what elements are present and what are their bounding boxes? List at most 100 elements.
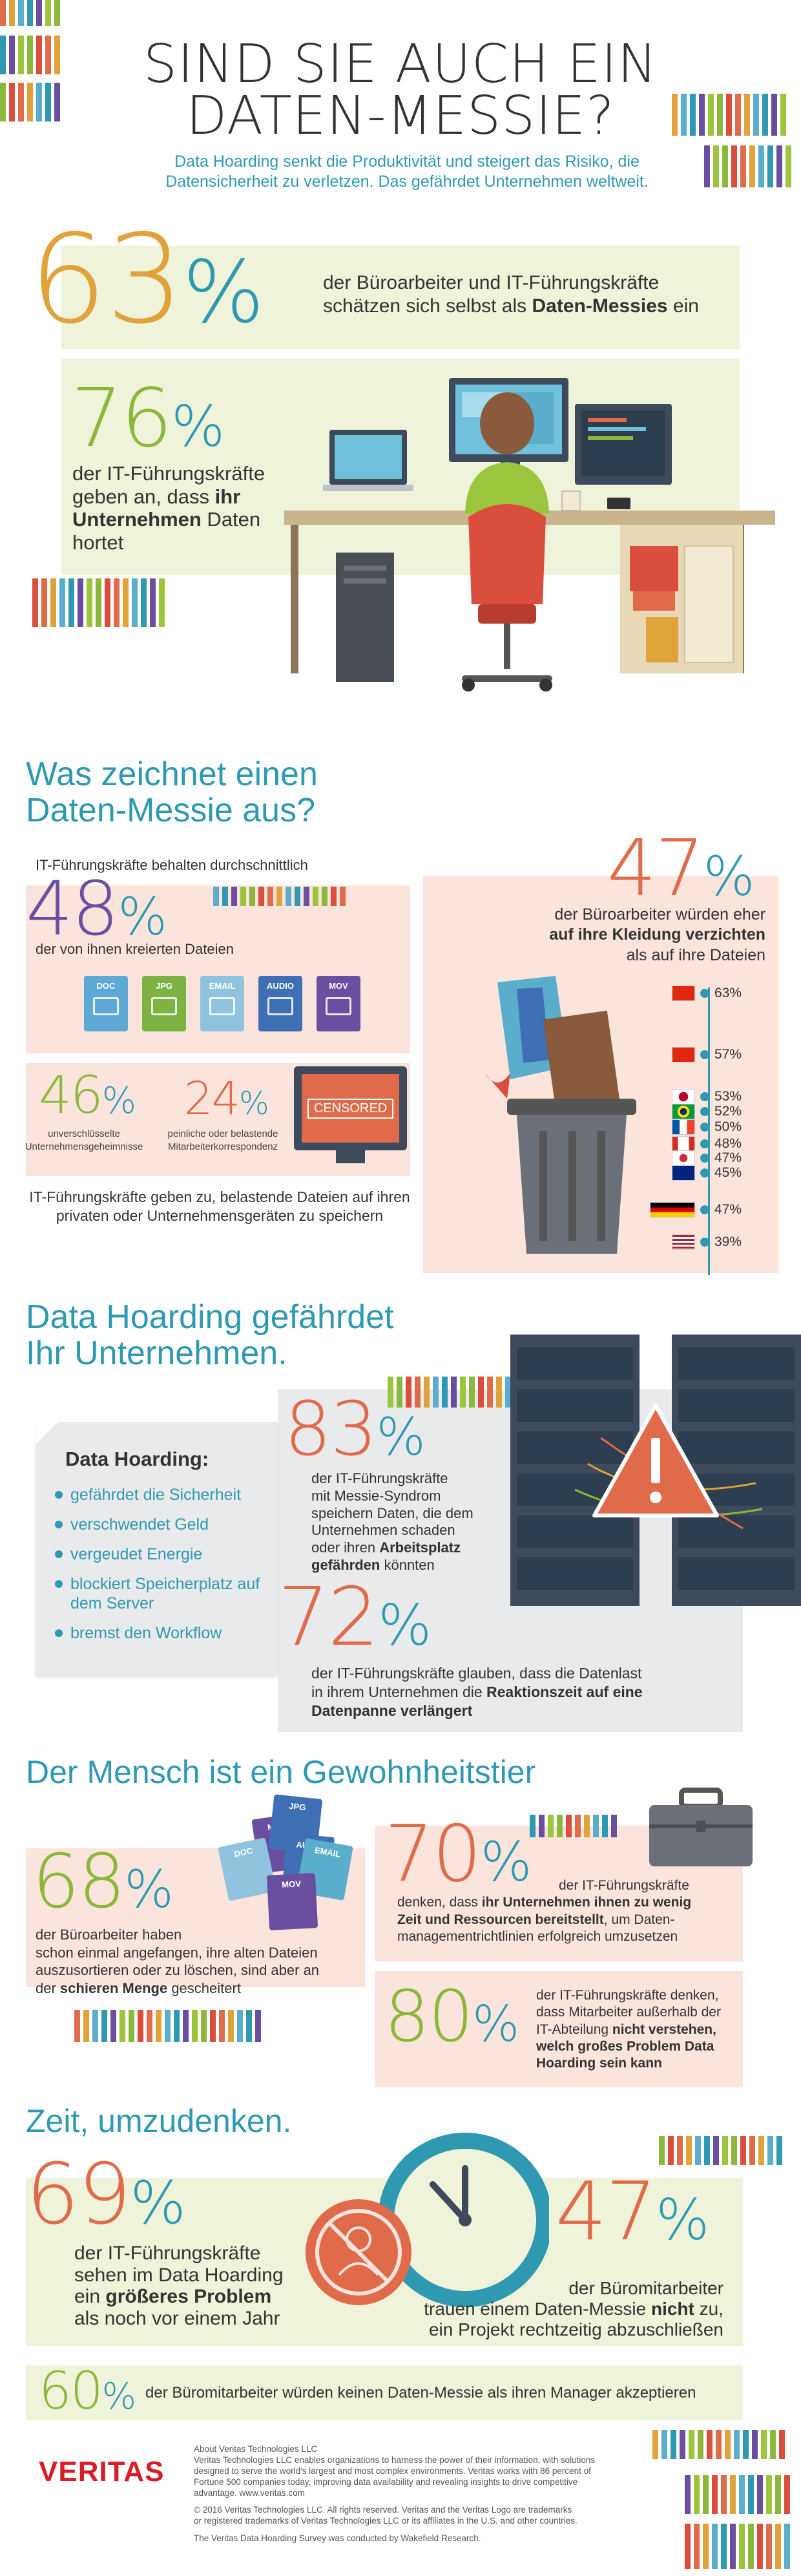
- file-icon-glyph: [267, 997, 293, 1015]
- stat-46-number: 46%: [39, 1070, 136, 1121]
- stat-47-line-2-bold: auf ihre Kleidung verzichten: [549, 925, 765, 944]
- stripe: [68, 578, 74, 627]
- stat-70-line-3-post: , um Daten-: [603, 1912, 675, 1927]
- stripes-top-left-3: [0, 83, 71, 121]
- file-icon-label: AUDIO: [267, 981, 294, 991]
- stat-83-line-5-bold: Arbeitsplatz: [379, 1539, 461, 1556]
- stripe: [415, 1377, 421, 1408]
- stripe: [767, 2136, 773, 2165]
- stripe: [156, 2010, 161, 2042]
- country-row-korea: 47%: [672, 1150, 742, 1166]
- stripe: [0, 83, 6, 121]
- country-dot: [700, 1205, 709, 1214]
- country-value: 52%: [714, 1104, 742, 1119]
- stripe: [45, 83, 51, 121]
- stripe: [246, 2010, 252, 2042]
- section-3-title: Der Mensch ist ein Gewohnheitstier: [26, 1754, 536, 1790]
- country-dot: [700, 1238, 709, 1247]
- page-title: SIND SIE AUCH EIN DATEN-MESSIE?: [97, 34, 704, 143]
- stripes-top-right-2: [704, 145, 798, 187]
- stat-70-line-1: der IT-Führungskräfte: [559, 1878, 689, 1893]
- flag-china-icon: [672, 1047, 695, 1062]
- country-row-brazil: 52%: [672, 1104, 742, 1119]
- stat-69-line-4: als noch vor einem Jahr: [74, 2307, 280, 2329]
- bullet-item: gefährdet die Sicherheit: [55, 1485, 261, 1504]
- stripe: [671, 2430, 676, 2459]
- stripe: [18, 36, 24, 74]
- country-value: 39%: [714, 1234, 742, 1249]
- stripe: [686, 2136, 692, 2165]
- stripe: [442, 1377, 448, 1408]
- copyright-line-1: © 2016 Veritas Technologies LLC. All rig…: [194, 2505, 572, 2515]
- stripe: [721, 2475, 727, 2514]
- stripe: [730, 2475, 736, 2514]
- stat-47-pct: %: [703, 845, 755, 908]
- section-1-title: Was zeichnet einen Daten-Messie aus?: [26, 756, 318, 829]
- stripe: [708, 94, 714, 136]
- band-63: [61, 246, 740, 349]
- bullet-text: gefährdet die Sicherheit: [70, 1486, 242, 1504]
- stripe: [566, 1815, 572, 1837]
- stripe: [748, 2475, 754, 2514]
- stat-70-line-3: Zeit und Ressourcen bereitstellt, um Dat…: [391, 1912, 740, 1928]
- country-row-australia: 45%: [672, 1165, 742, 1181]
- stripes-footer-right-2: [685, 2475, 795, 2514]
- stripe: [753, 94, 759, 136]
- stripe: [469, 1377, 475, 1408]
- bullet-text: bremst den Workflow: [70, 1624, 222, 1642]
- country-row-japan: 53%: [672, 1089, 742, 1104]
- stripe: [749, 145, 755, 187]
- stripe: [725, 2430, 731, 2459]
- briefcase-icon: [649, 1788, 753, 1866]
- stat-83-line-5-pre: oder ihren: [311, 1539, 380, 1556]
- bullet-dot-icon: [55, 1550, 63, 1558]
- stack-file-label: DOC: [233, 1845, 254, 1859]
- stat-48-intro: IT-Führungskräfte behalten durchschnittl…: [36, 857, 308, 873]
- stripe: [433, 1377, 439, 1408]
- stripe: [721, 2524, 727, 2569]
- stripe: [114, 578, 120, 627]
- stripe: [689, 2430, 694, 2459]
- stat-60-value: 60: [39, 2361, 103, 2421]
- title-line-1: SIND SIE AUCH EIN: [143, 34, 658, 95]
- stat-63-pct: %: [182, 243, 264, 343]
- stripe: [548, 1815, 554, 1837]
- stripe: [201, 2010, 207, 2042]
- stat-47b-line-2-post: zu,: [694, 2299, 723, 2319]
- stripe: [557, 1815, 563, 1837]
- stripe: [704, 2136, 710, 2165]
- stripe: [87, 578, 92, 627]
- stripes-top-left: [0, 0, 71, 26]
- stripe: [713, 2136, 719, 2165]
- stripe: [698, 2430, 703, 2459]
- server-rack-warning-illustration: [510, 1335, 801, 1606]
- stat-69-line-1: der IT-Führungskräfte: [74, 2243, 261, 2264]
- country-dot: [700, 1139, 709, 1148]
- stripe: [304, 887, 309, 906]
- stripe: [36, 36, 42, 74]
- stripe: [45, 36, 51, 74]
- stripe: [147, 2010, 152, 2042]
- stripe: [785, 145, 791, 187]
- stat-47b-line-2-bold: nicht: [650, 2299, 694, 2319]
- stripes-69: [659, 2136, 788, 2165]
- stat-83-value: 83: [284, 1386, 377, 1473]
- flag-brazil-icon: [672, 1104, 695, 1119]
- stripe: [652, 2430, 658, 2459]
- section-4-title: Zeit, umzudenken.: [26, 2103, 292, 2139]
- stack-file-label: JPG: [288, 1800, 307, 1813]
- stripes-footer-right-3: [685, 2524, 795, 2569]
- stripe: [659, 2136, 665, 2165]
- stripe: [712, 2475, 718, 2514]
- stat-24-text: peinliche oder belastende Mitarbeiterkor…: [158, 1128, 287, 1153]
- stripes-48: [213, 887, 349, 906]
- survey-note: The Veritas Data Hoarding Survey was con…: [194, 2533, 481, 2544]
- stripe: [45, 0, 51, 26]
- stat-46-value: 46: [39, 1065, 103, 1125]
- bullet-item: blockiert Speicherplatz auf dem Server: [55, 1574, 261, 1613]
- copyright-line-2: or registered trademarks of Veritas Tech…: [194, 2516, 577, 2526]
- section-2-title-line-1: Data Hoarding gefährdet: [26, 1298, 394, 1336]
- band-60: [26, 2365, 743, 2420]
- stripes-83: [388, 1377, 517, 1408]
- stat-80-number: 80%: [384, 1981, 519, 2052]
